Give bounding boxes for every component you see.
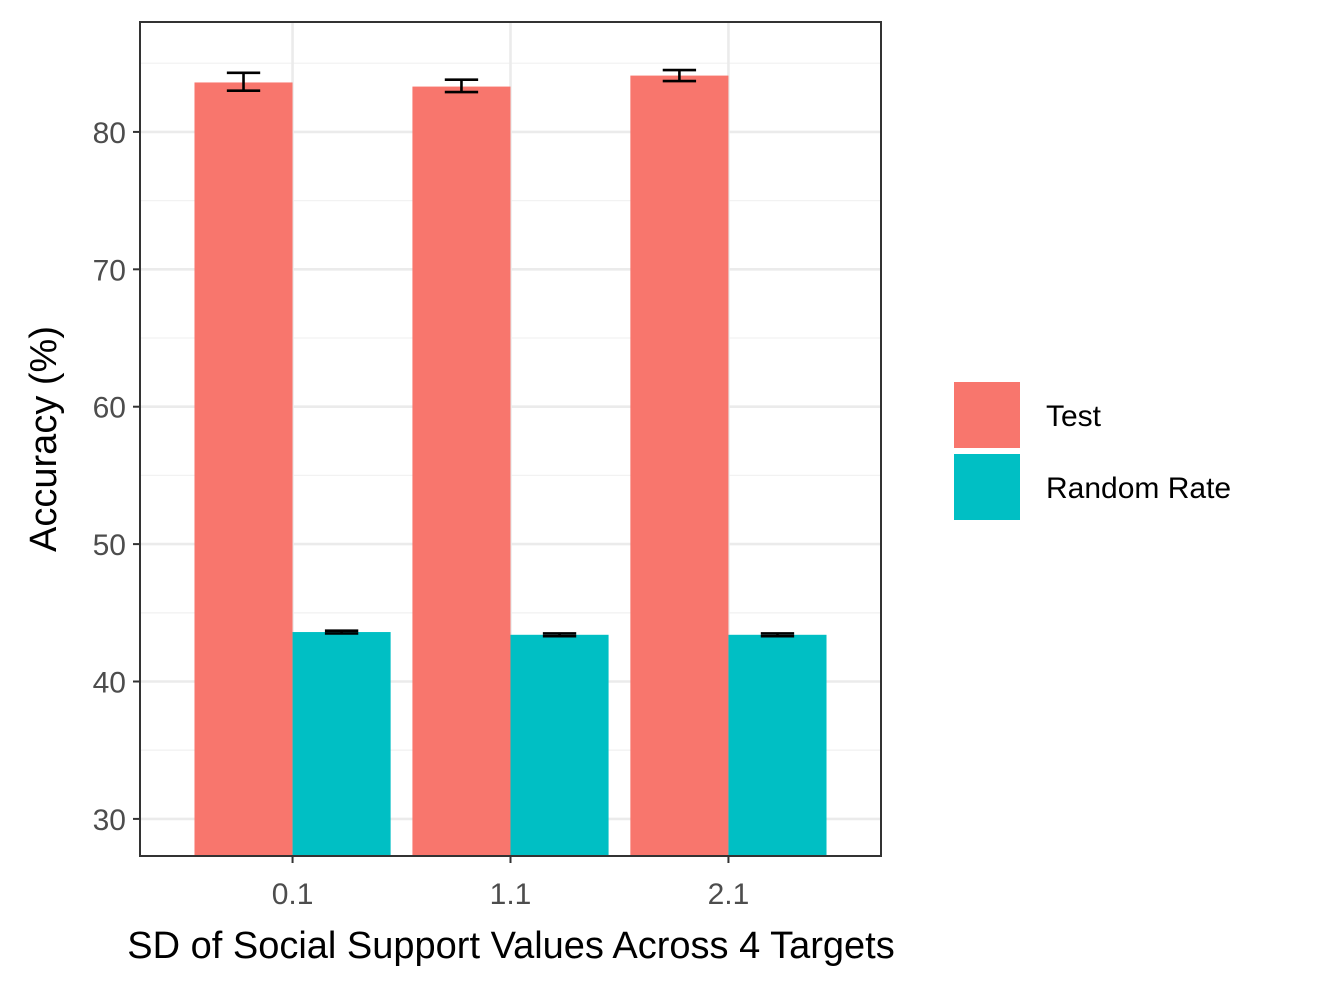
bar-test: [630, 75, 729, 857]
bar-test: [194, 82, 293, 856]
y-tick-label: 80: [93, 117, 126, 150]
y-tick-label: 50: [93, 529, 126, 562]
bar-random-rate: [510, 634, 609, 856]
plot-panel: [139, 21, 882, 857]
x-axis: 0.1 1.1 2.1: [272, 856, 750, 911]
legend: Test Random Rate: [954, 382, 1231, 520]
legend-key-test: [954, 382, 1020, 448]
error-bar: [324, 629, 359, 635]
legend-key-random-rate: [954, 454, 1020, 520]
y-tick-label: 40: [93, 667, 126, 700]
y-axis: 30 40 50 60 70 80: [93, 117, 140, 837]
bar-random-rate: [728, 634, 827, 856]
error-bar: [226, 71, 261, 92]
y-axis-title: Accuracy (%): [23, 326, 65, 552]
y-tick-label: 70: [93, 254, 126, 287]
error-bar: [760, 632, 795, 638]
x-tick-label: 2.1: [708, 878, 750, 911]
legend-label: Random Rate: [1046, 472, 1231, 505]
bar-test: [412, 86, 511, 857]
legend-label: Test: [1046, 400, 1102, 433]
bar-random-rate: [292, 632, 391, 856]
x-tick-label: 0.1: [272, 878, 314, 911]
error-bar: [542, 632, 577, 638]
x-tick-label: 1.1: [490, 878, 532, 911]
y-tick-label: 30: [93, 804, 126, 837]
x-axis-title: SD of Social Support Values Across 4 Tar…: [127, 925, 894, 967]
error-bar: [662, 68, 697, 83]
error-bar: [444, 78, 479, 94]
y-tick-label: 60: [93, 392, 126, 425]
